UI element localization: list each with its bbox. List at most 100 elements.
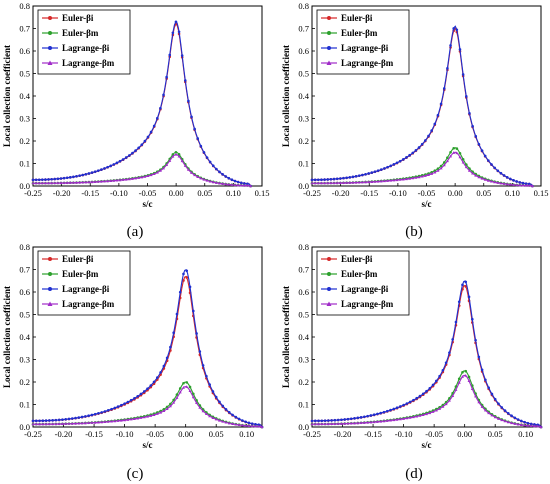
data-point — [408, 416, 412, 419]
data-point — [199, 176, 203, 180]
x-tick-label: 0.05 — [197, 188, 212, 198]
data-point — [477, 142, 481, 146]
data-point — [430, 129, 433, 132]
data-point — [329, 181, 333, 185]
data-point — [470, 387, 474, 390]
data-point — [341, 181, 345, 184]
data-point — [214, 417, 218, 421]
data-point — [320, 422, 324, 426]
data-point — [521, 183, 525, 187]
data-point — [50, 181, 54, 185]
data-point — [247, 421, 251, 425]
data-point — [382, 410, 386, 414]
data-point — [392, 407, 396, 411]
data-point — [67, 417, 71, 421]
data-point — [146, 387, 149, 390]
data-point — [326, 181, 330, 185]
data-point — [224, 420, 228, 424]
data-point — [182, 381, 185, 385]
y-tick-label: 0.8 — [19, 242, 30, 252]
data-point — [356, 416, 360, 420]
data-point — [137, 146, 140, 150]
data-point — [249, 184, 253, 188]
data-point — [520, 419, 523, 423]
data-point — [464, 280, 468, 284]
x-tick-label: -0.15 — [81, 188, 99, 198]
data-point — [320, 419, 324, 423]
data-point — [77, 416, 81, 419]
data-point — [424, 139, 427, 142]
data-point — [354, 180, 358, 184]
x-tick-label: -0.10 — [389, 188, 407, 198]
y-tick-label: 0.2 — [19, 377, 30, 387]
data-point — [118, 159, 122, 163]
data-point — [395, 161, 399, 165]
x-tick-label: 0.05 — [488, 429, 503, 439]
y-tick-label: 0.3 — [298, 355, 309, 365]
legend-label: Euler-βm — [341, 28, 378, 38]
series-line — [312, 370, 542, 428]
data-point — [103, 410, 107, 413]
x-tick-label: 0.10 — [239, 429, 254, 439]
data-point — [436, 167, 440, 171]
x-tick-label: 0.15 — [255, 188, 270, 198]
data-point — [320, 178, 323, 181]
data-point — [464, 369, 468, 373]
data-point — [113, 406, 117, 410]
data-point — [34, 178, 38, 182]
data-point — [136, 394, 139, 398]
data-point — [366, 414, 369, 418]
legend-label: Lagrange-βi — [62, 284, 110, 294]
data-point — [448, 351, 451, 355]
data-point — [90, 413, 94, 417]
data-point — [93, 420, 97, 424]
data-point — [67, 422, 71, 425]
y-axis-label: Local collection coefficient — [2, 286, 12, 388]
data-point — [165, 75, 168, 79]
data-point — [392, 163, 396, 166]
data-point — [90, 180, 94, 184]
data-point — [134, 176, 138, 180]
data-point — [139, 392, 143, 396]
data-point — [461, 371, 464, 374]
data-point — [392, 418, 396, 422]
data-point — [439, 164, 443, 168]
series-line — [311, 151, 533, 187]
data-point — [402, 417, 406, 420]
data-point — [513, 422, 517, 425]
data-point — [187, 99, 190, 103]
data-point — [174, 20, 178, 24]
data-point — [435, 379, 438, 383]
data-point — [499, 171, 503, 175]
data-point — [399, 405, 402, 408]
data-point — [524, 183, 528, 187]
data-point — [333, 418, 337, 422]
data-point — [460, 375, 464, 378]
data-point — [359, 421, 363, 425]
data-point — [171, 154, 175, 158]
data-point — [133, 397, 136, 400]
y-tick-label: 0.3 — [19, 114, 30, 124]
data-point — [523, 423, 527, 427]
data-point — [168, 53, 172, 57]
data-point — [142, 415, 146, 419]
data-point — [313, 422, 317, 426]
data-point — [192, 392, 195, 396]
data-point — [439, 166, 443, 170]
data-point — [96, 420, 100, 424]
data-point — [87, 172, 91, 175]
data-point — [152, 172, 156, 176]
data-point — [112, 179, 116, 182]
legend-marker — [326, 60, 332, 65]
y-tick-label: 0.2 — [298, 377, 309, 387]
data-point — [487, 159, 490, 162]
data-point — [62, 176, 66, 180]
y-tick-label: 0.0 — [298, 181, 309, 191]
data-point — [423, 174, 427, 177]
data-point — [227, 411, 231, 414]
data-point — [436, 113, 440, 117]
data-point — [169, 402, 172, 406]
data-point — [41, 419, 45, 423]
data-point — [191, 395, 195, 399]
legend-marker — [48, 257, 52, 261]
